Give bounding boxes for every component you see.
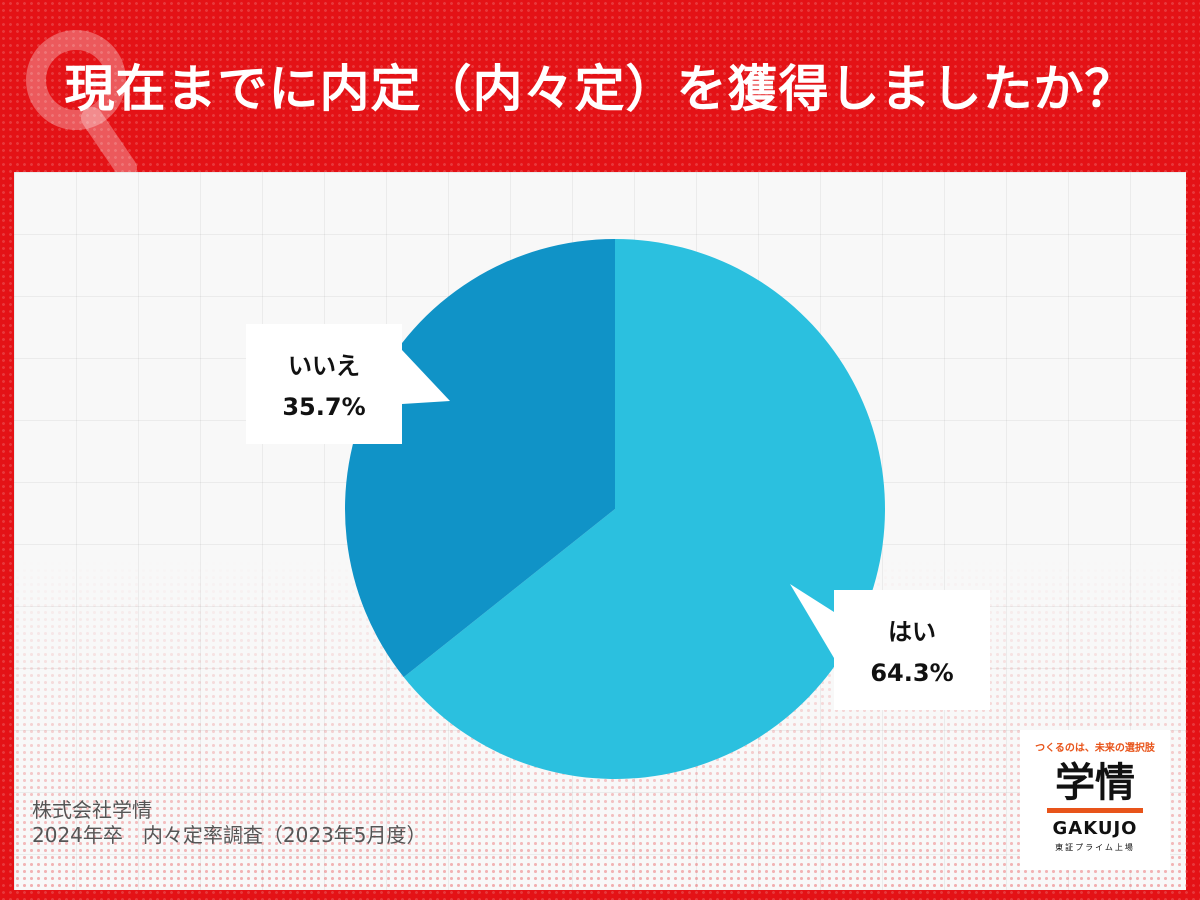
source-note: 株式会社学情 2024年卒 内々定率調査（2023年5月度） xyxy=(32,798,427,848)
logo-kanji: 学情 xyxy=(1055,760,1135,806)
logo-roman: GAKUJO xyxy=(1052,818,1138,839)
logo-listing: 東証プライム上場 xyxy=(1055,843,1135,852)
gakujo-logo: つくるのは、未来の選択肢 学情 GAKUJO 東証プライム上場 xyxy=(1020,730,1170,870)
slice-callout-1: いいえ 35.7% xyxy=(246,324,450,444)
page-title: 現在までに内定（内々定）を獲得しましたか？ xyxy=(64,60,1136,118)
slice-callout-0: はい 64.3% xyxy=(790,584,990,710)
logo-tagline: つくるのは、未来の選択肢 xyxy=(1035,743,1155,754)
logo-accent-bar xyxy=(1047,808,1143,813)
slice-label: はい xyxy=(888,618,936,646)
slice-label: いいえ xyxy=(288,352,360,380)
callout-tail xyxy=(790,584,834,658)
chart-panel: はい 64.3% いいえ 35.7% xyxy=(14,172,1186,890)
slice-value-label: 35.7% xyxy=(282,393,365,421)
callout-box xyxy=(246,324,402,444)
callout-tail xyxy=(402,350,450,404)
callout-box xyxy=(834,590,990,710)
pie-slice-0 xyxy=(403,239,885,779)
slice-value-label: 64.3% xyxy=(870,659,953,687)
pie-chart: はい 64.3% いいえ 35.7% xyxy=(246,239,990,779)
source-company: 株式会社学情 xyxy=(32,798,152,822)
pie-slice-1 xyxy=(345,239,615,678)
source-survey: 2024年卒 内々定率調査（2023年5月度） xyxy=(32,823,427,847)
